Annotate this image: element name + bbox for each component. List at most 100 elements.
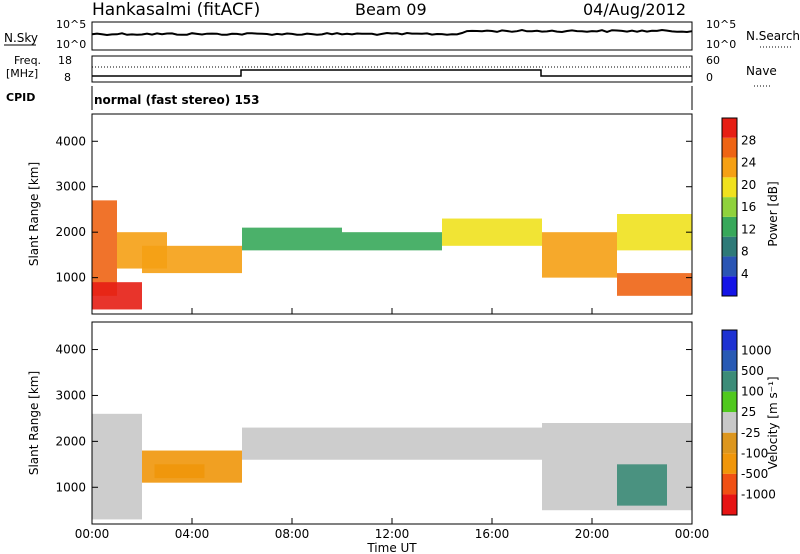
heatmap-band — [617, 464, 667, 506]
colorbar-frame — [721, 117, 738, 297]
colorbar-tick-label: -100 — [741, 446, 768, 460]
nsky-label: N.Sky — [4, 31, 38, 45]
colorbar-segment — [722, 391, 737, 413]
power-panel: 1000 2000 3000 4000 Slant Range [km] 4 8 12 16… — [27, 113, 780, 315]
y-tick-label: 1000 — [55, 271, 86, 285]
x-tick-label: 00:00 — [675, 527, 710, 541]
colorbar-tick-label: -500 — [741, 467, 768, 481]
heatmap-band — [92, 413, 142, 520]
nave-tick-top: 60 — [706, 54, 720, 67]
nave-label: Nave — [746, 64, 777, 78]
velocity-heatmap — [92, 413, 692, 520]
x-tick-label: 08:00 — [275, 527, 310, 541]
colorbar-tick-label: 500 — [741, 364, 764, 378]
heatmap-band — [617, 273, 692, 296]
velocity-y-ticks: 1000 2000 3000 4000 — [55, 343, 692, 494]
colorbar-segment — [722, 177, 737, 198]
colorbar-segment — [722, 157, 737, 178]
power-colorbar-title: Power [dB] — [766, 181, 780, 246]
y-tick-label: 4000 — [55, 134, 86, 148]
nsky-tick-bottom: 10^0 — [56, 38, 86, 51]
colorbar-tick-label: 24 — [741, 156, 756, 170]
colorbar-segment — [722, 276, 737, 296]
cpid-label: CPID — [6, 91, 35, 104]
cpid-text: normal (fast stereo) 153 — [94, 93, 260, 107]
nsky-panel: N.Sky 10^5 10^0 10^5 10^0 N.Search — [4, 18, 800, 51]
freq-unit-label: [MHz] — [6, 67, 38, 80]
colorbar-tick-label: -1000 — [741, 487, 776, 501]
colorbar-segment — [722, 432, 737, 454]
heatmap-band — [154, 464, 205, 479]
power-y-ticks: 1000 2000 3000 4000 — [55, 134, 692, 285]
colorbar-tick-label: 16 — [741, 200, 756, 214]
colorbar-segment — [722, 330, 737, 351]
heatmap-band — [242, 427, 542, 460]
velocity-colorbar-title: Velocity [m s⁻¹] — [766, 376, 780, 469]
nsearch-tick-top: 10^5 — [706, 18, 736, 31]
power-heatmap — [92, 200, 692, 310]
y-tick-label: 1000 — [55, 480, 86, 494]
colorbar-frame — [721, 329, 738, 516]
power-colorbar: 4 8 12 16 20 24 28 — [721, 117, 756, 297]
freq-tick-top: 18 — [58, 54, 72, 67]
x-axis: 00:00 04:00 08:00 12:00 16:00 20:00 00:00 — [75, 308, 710, 541]
power-y-axis-title: Slant Range [km] — [27, 162, 41, 266]
colorbar-segment — [722, 494, 737, 515]
nsky-panel-frame — [91, 21, 693, 51]
velocity-y-axis-title: Slant Range [km] — [27, 371, 41, 475]
heatmap-band — [92, 200, 117, 296]
colorbar-segment — [722, 453, 737, 474]
heatmap-band — [342, 232, 442, 251]
colorbar-segment — [722, 473, 737, 495]
colorbar-segment — [722, 371, 737, 392]
colorbar-segment — [722, 137, 737, 158]
x-tick-label: 12:00 — [375, 527, 410, 541]
colorbar-tick-label: 20 — [741, 178, 756, 192]
nsky-series — [91, 28, 693, 37]
colorbar-segment — [722, 197, 737, 217]
x-axis-title: Time UT — [366, 541, 417, 554]
y-tick-label: 2000 — [55, 434, 86, 448]
colorbar-segment — [722, 118, 737, 138]
heatmap-band — [242, 227, 342, 251]
y-tick-label: 3000 — [55, 388, 86, 402]
colorbar-tick-label: 100 — [741, 385, 764, 399]
colorbar-segment — [722, 236, 737, 257]
nsearch-tick-bottom: 10^0 — [706, 38, 736, 51]
nsky-tick-top: 10^5 — [56, 18, 86, 31]
beam-title: Beam 09 — [355, 0, 427, 19]
freq-panel: Freq. [MHz] 18 8 60 0 Nave — [6, 54, 777, 87]
colorbar-tick-label: -25 — [741, 426, 761, 440]
freq-panel-frame — [91, 55, 693, 83]
date-title: 04/Aug/2012 — [583, 0, 686, 19]
freq-series — [92, 69, 692, 77]
cpid-panel: CPID normal (fast stereo) 153 — [6, 86, 693, 110]
freq-label: Freq. — [14, 54, 41, 67]
colorbar-tick-label: 25 — [741, 405, 756, 419]
colorbar-segment — [722, 412, 737, 433]
colorbar-tick-label: 4 — [741, 267, 749, 281]
colorbar-tick-label: 12 — [741, 222, 756, 236]
colorbar-segment — [722, 350, 737, 372]
freq-tick-bottom: 8 — [64, 71, 71, 84]
colorbar-tick-label: 1000 — [741, 344, 772, 358]
x-tick-label: 16:00 — [475, 527, 510, 541]
x-tick-label: 04:00 — [175, 527, 210, 541]
y-tick-label: 3000 — [55, 180, 86, 194]
y-tick-label: 2000 — [55, 225, 86, 239]
power-panel-frame — [91, 113, 693, 315]
station-title: Hankasalmi (fitACF) — [92, 0, 260, 20]
nave-tick-bottom: 0 — [706, 71, 713, 84]
colorbar-segment — [722, 216, 737, 237]
heatmap-band — [142, 245, 242, 274]
heatmap-band — [542, 232, 617, 278]
x-tick-label: 20:00 — [575, 527, 610, 541]
y-tick-label: 4000 — [55, 343, 86, 357]
velocity-colorbar: 1000 500 100 25 -25 -100 -500 -1000 — [721, 329, 776, 516]
colorbar-segment — [722, 256, 737, 277]
heatmap-band — [92, 282, 142, 310]
colorbar-tick-label: 28 — [741, 133, 756, 147]
x-tick-label: 00:00 — [75, 527, 110, 541]
velocity-panel: 1000 2000 3000 4000 Slant Range [km] 1000 50… — [27, 321, 780, 525]
